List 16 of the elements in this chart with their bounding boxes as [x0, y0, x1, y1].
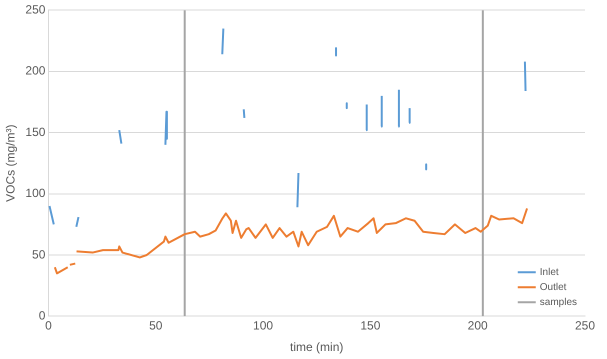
legend-label: Inlet	[540, 266, 559, 278]
y-tick-label: 250	[25, 2, 46, 17]
legend-label: Outlet	[540, 282, 567, 293]
y-tick-label: 200	[25, 64, 46, 78]
x-tick-label: 100	[253, 318, 274, 333]
y-tick-label: 0	[38, 308, 46, 323]
x-axis-title: time (min)	[290, 340, 344, 354]
y-tick-label: 100	[25, 186, 46, 200]
x-tick-label: 50	[149, 318, 163, 333]
y-tick-label: 50	[32, 247, 46, 262]
x-tick-label: 150	[360, 318, 381, 333]
x-tick-label: 250	[574, 318, 596, 333]
y-axis-title: VOCs (mg/m³)	[4, 124, 18, 202]
y-tick-label: 150	[25, 124, 46, 139]
x-tick-label: 200	[468, 318, 488, 333]
legend-label: samples	[540, 296, 578, 308]
